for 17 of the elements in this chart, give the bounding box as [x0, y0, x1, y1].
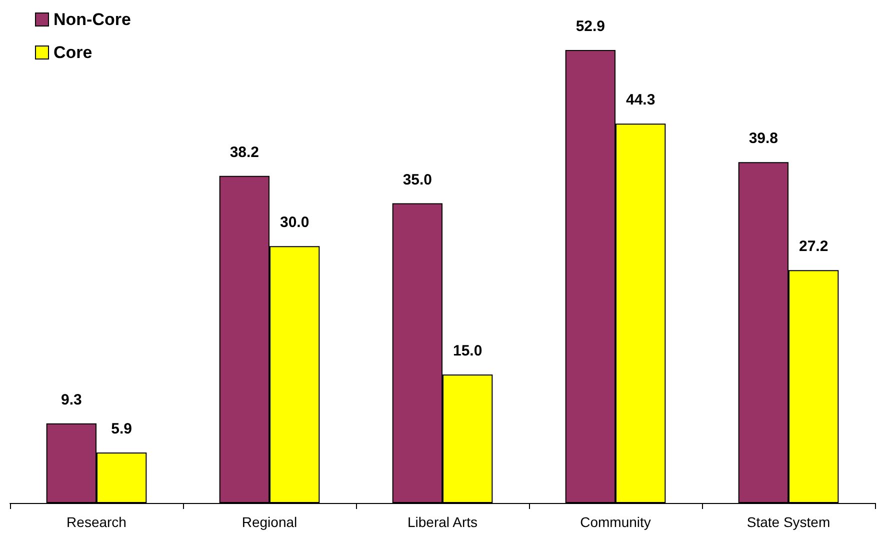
data-label: 27.2 [798, 238, 828, 256]
data-label: 38.2 [230, 144, 260, 161]
data-label: 52.9 [576, 18, 606, 35]
x-tick-label: Liberal Arts [407, 514, 478, 530]
data-label: 9.3 [60, 391, 82, 408]
data-label: 30.0 [280, 214, 310, 232]
data-label: 15.0 [452, 342, 482, 360]
data-label: 39.8 [748, 130, 778, 148]
legend-label: Non-Core [54, 10, 131, 29]
x-tick-label: Regional [242, 514, 298, 530]
data-label: 35.0 [402, 171, 432, 188]
x-tick-label: Research [66, 514, 126, 530]
x-tick-label: State System [746, 514, 830, 530]
x-tick-label: Community [580, 514, 651, 530]
data-label: 44.3 [626, 92, 656, 109]
legend-label: Core [54, 43, 92, 62]
data-label: 5.9 [111, 420, 132, 438]
